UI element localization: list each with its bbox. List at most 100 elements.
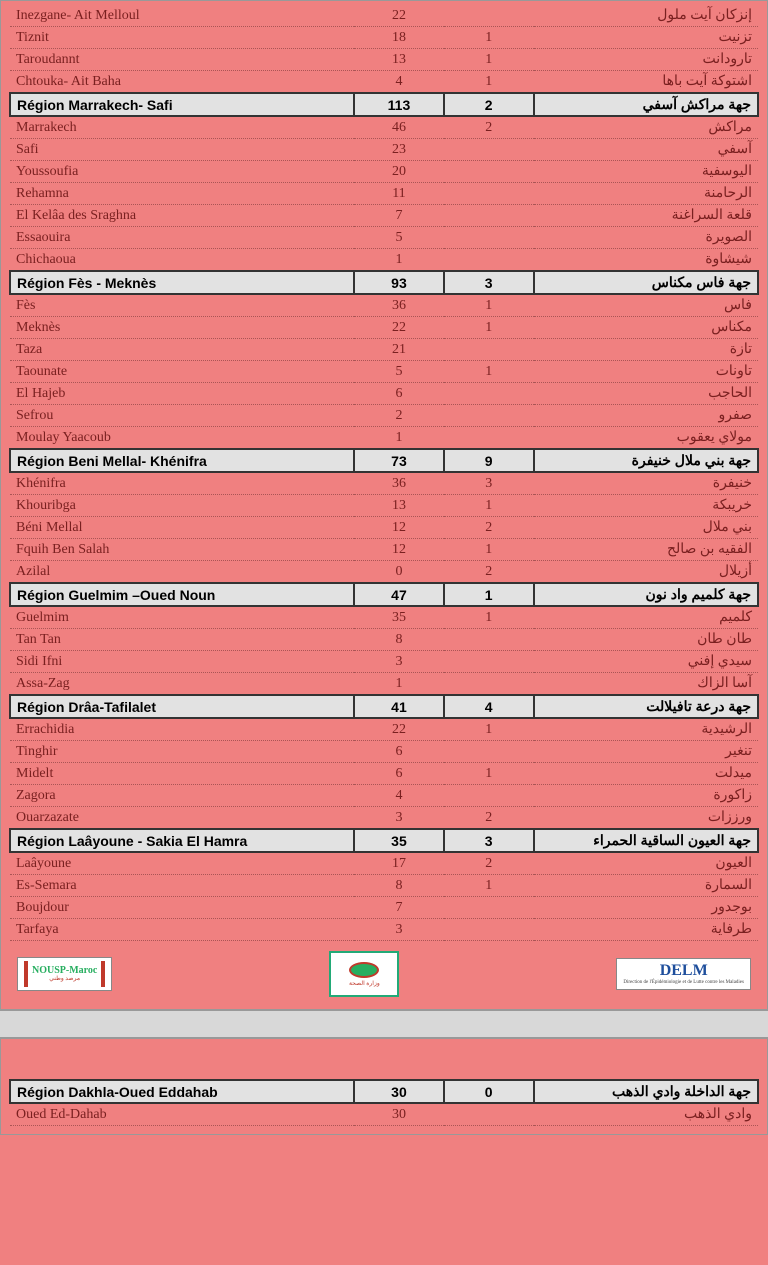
cell-value-1: 7: [354, 897, 444, 919]
cell-value-2: 1: [444, 606, 534, 629]
cell-name-fr: Fès: [10, 294, 354, 317]
cell-name-fr: Région Guelmim –Oued Noun: [10, 583, 354, 606]
cell-name-ar: آسا الزاك: [534, 673, 758, 696]
cell-name-fr: Safi: [10, 139, 354, 161]
city-row: Safi23آسفي: [10, 139, 758, 161]
cell-name-fr: Guelmim: [10, 606, 354, 629]
cell-value-2: 1: [444, 49, 534, 71]
cell-value-2: 2: [444, 561, 534, 584]
cell-value-2: [444, 405, 534, 427]
cell-value-2: [444, 741, 534, 763]
cell-value-1: 46: [354, 116, 444, 139]
cell-name-ar: تاونات: [534, 361, 758, 383]
cell-value-2: [444, 427, 534, 450]
cell-name-ar: جهة فاس مكناس: [534, 271, 758, 294]
cell-name-ar: الفقيه بن صالح: [534, 539, 758, 561]
city-row: Inezgane- Ait Melloul22إنزكان آيت ملول: [10, 5, 758, 27]
cell-value-1: 3: [354, 807, 444, 830]
cell-value-1: 22: [354, 718, 444, 741]
cell-value-1: 35: [354, 829, 444, 852]
cell-value-2: 1: [444, 495, 534, 517]
cell-name-ar: الرشيدية: [534, 718, 758, 741]
cell-name-ar: جهة الداخلة وادي الذهب: [534, 1080, 758, 1103]
region-row: Région Drâa-Tafilalet414جهة درعة تافيلال…: [10, 695, 758, 718]
cell-name-fr: Région Beni Mellal- Khénifra: [10, 449, 354, 472]
cell-name-ar: إنزكان آيت ملول: [534, 5, 758, 27]
cell-value-2: 1: [444, 361, 534, 383]
cell-value-1: 12: [354, 517, 444, 539]
city-row: Assa-Zag1آسا الزاك: [10, 673, 758, 696]
city-row: Tiznit181تزنيت: [10, 27, 758, 49]
cell-name-fr: Région Drâa-Tafilalet: [10, 695, 354, 718]
cell-name-fr: El Hajeb: [10, 383, 354, 405]
cell-value-2: 0: [444, 1080, 534, 1103]
cell-value-2: [444, 383, 534, 405]
cell-name-ar: صفرو: [534, 405, 758, 427]
cell-name-fr: Taroudannt: [10, 49, 354, 71]
cell-value-2: 1: [444, 539, 534, 561]
cell-name-ar: فاس: [534, 294, 758, 317]
cell-name-ar: زاكورة: [534, 785, 758, 807]
cell-name-ar: مولاي يعقوب: [534, 427, 758, 450]
logo-nousp: NOUSP-Maroc مرصد وطني: [17, 957, 112, 991]
cell-name-ar: مكناس: [534, 317, 758, 339]
cell-value-2: [444, 651, 534, 673]
cell-name-ar: وادي الذهب: [534, 1103, 758, 1126]
cell-value-1: 2: [354, 405, 444, 427]
cell-value-2: [444, 673, 534, 696]
cell-name-ar: جهة كلميم واد نون: [534, 583, 758, 606]
city-row: Azilal02أزيلال: [10, 561, 758, 584]
cell-name-ar: ميدلت: [534, 763, 758, 785]
cell-name-ar: اشتوكة آيت باها: [534, 71, 758, 94]
cell-name-fr: Assa-Zag: [10, 673, 354, 696]
cell-name-fr: Inezgane- Ait Melloul: [10, 5, 354, 27]
cell-value-2: [444, 249, 534, 272]
cell-value-2: 9: [444, 449, 534, 472]
cell-value-1: 8: [354, 875, 444, 897]
cell-name-ar: تنغير: [534, 741, 758, 763]
cell-value-1: 6: [354, 741, 444, 763]
cell-value-1: 41: [354, 695, 444, 718]
cell-name-ar: العيون: [534, 852, 758, 875]
cell-value-2: 1: [444, 294, 534, 317]
cell-value-2: 1: [444, 583, 534, 606]
cell-name-ar: تازة: [534, 339, 758, 361]
cell-value-1: 4: [354, 71, 444, 94]
region-row: Région Guelmim –Oued Noun471جهة كلميم وا…: [10, 583, 758, 606]
cell-value-2: [444, 339, 534, 361]
cell-value-2: [444, 629, 534, 651]
cell-value-1: 5: [354, 361, 444, 383]
cell-value-1: 17: [354, 852, 444, 875]
cell-name-fr: Tan Tan: [10, 629, 354, 651]
cell-name-ar: جهة مراكش آسفي: [534, 93, 758, 116]
data-table-2: Région Dakhla-Oued Eddahab300جهة الداخلة…: [9, 1079, 759, 1126]
cell-name-ar: اليوسفية: [534, 161, 758, 183]
cell-name-ar: جهة بني ملال خنيفرة: [534, 449, 758, 472]
footer-logos: NOUSP-Maroc مرصد وطني وزارة الصحة DELM D…: [9, 951, 759, 1001]
cell-value-1: 0: [354, 561, 444, 584]
cell-value-2: [444, 897, 534, 919]
cell-value-1: 22: [354, 317, 444, 339]
region-row: Région Dakhla-Oued Eddahab300جهة الداخلة…: [10, 1080, 758, 1103]
cell-name-fr: Youssoufia: [10, 161, 354, 183]
cell-name-ar: مراكش: [534, 116, 758, 139]
page-gap: [0, 1010, 768, 1038]
cell-name-ar: جهة العيون الساقية الحمراء: [534, 829, 758, 852]
cell-value-2: 3: [444, 829, 534, 852]
cell-name-fr: Région Fès - Meknès: [10, 271, 354, 294]
cell-value-1: 35: [354, 606, 444, 629]
region-row: Région Marrakech- Safi1132جهة مراكش آسفي: [10, 93, 758, 116]
cell-name-fr: El Kelâa des Sraghna: [10, 205, 354, 227]
city-row: Sidi Ifni3سيدي إفني: [10, 651, 758, 673]
city-row: Taroudannt131تارودانت: [10, 49, 758, 71]
cell-value-2: 1: [444, 27, 534, 49]
cell-value-1: 21: [354, 339, 444, 361]
cell-value-1: 7: [354, 205, 444, 227]
city-row: Tan Tan8طان طان: [10, 629, 758, 651]
cell-name-ar: خنيفرة: [534, 472, 758, 495]
cell-name-ar: تزنيت: [534, 27, 758, 49]
city-row: Essaouira5الصويرة: [10, 227, 758, 249]
cell-value-1: 6: [354, 763, 444, 785]
cell-value-1: 73: [354, 449, 444, 472]
city-row: Chtouka- Ait Baha41اشتوكة آيت باها: [10, 71, 758, 94]
